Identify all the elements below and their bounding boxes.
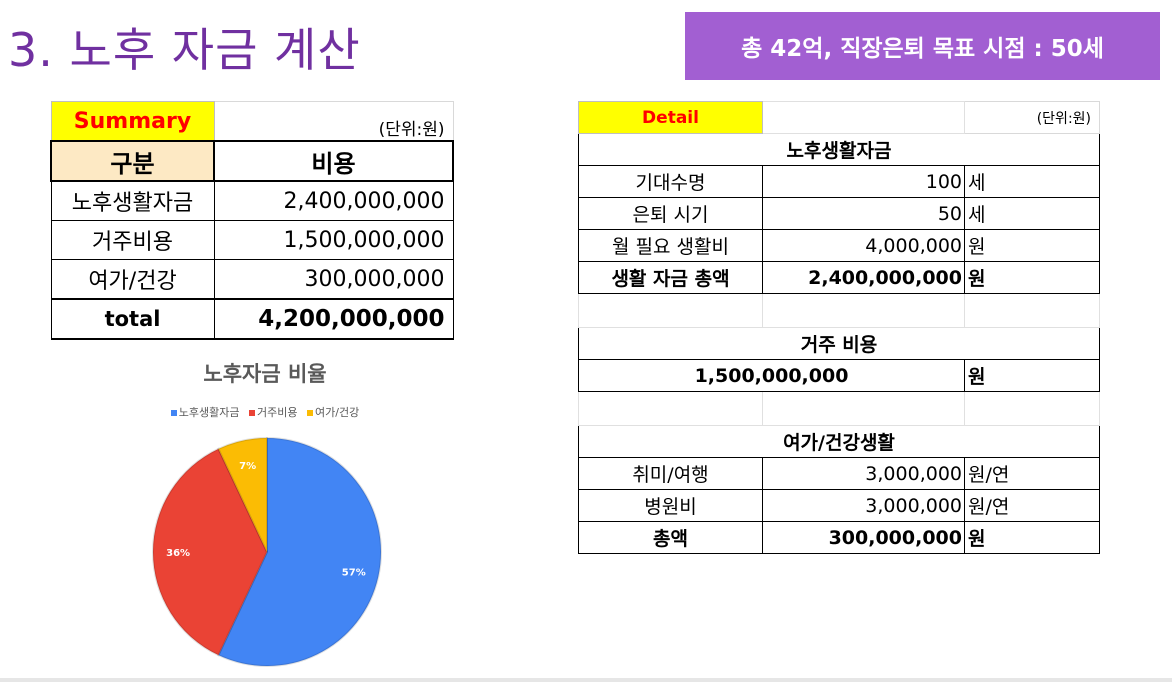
legend-item: 거주비용 <box>249 406 298 419</box>
row-value: 2,400,000,000 <box>213 180 454 221</box>
summary-col-cost: 비용 <box>213 140 454 182</box>
slice-living <box>217 436 382 667</box>
row-label: 생활 자금 총액 <box>578 261 763 294</box>
row-unit: 세 <box>964 197 1100 230</box>
row-unit: 원 <box>964 261 1100 294</box>
row-label: 거주비용 <box>50 220 215 260</box>
total-row: total 4,200,000,000 <box>50 298 454 340</box>
legend-label: 거주비용 <box>257 406 298 419</box>
slice-leisure <box>217 436 268 553</box>
row-label: 월 필요 생활비 <box>578 229 763 262</box>
table-row: 거주비용 1,500,000,000 <box>50 220 454 260</box>
detail-header: Detail <box>578 101 763 134</box>
row-value: 1,500,000,000 <box>213 220 454 260</box>
row-label: 병원비 <box>578 489 763 522</box>
summary-col-label: 구분 <box>50 140 215 182</box>
row-value: 3,000,000 <box>762 457 965 490</box>
slice-label: 36% <box>166 548 190 559</box>
row-value: 3,000,000 <box>762 489 965 522</box>
slice-label: 57% <box>342 567 366 578</box>
legend-swatch-2 <box>307 410 314 416</box>
table-row: 은퇴 시기 50 세 <box>578 197 1100 230</box>
table-row: 총액 300,000,000 원 <box>578 521 1100 554</box>
page-title: 3. 노후 자금 계산 <box>8 23 361 77</box>
table-row: 노후생활자금 2,400,000,000 <box>50 180 454 221</box>
legend-label: 노후생활자금 <box>178 406 240 419</box>
row-unit: 원/연 <box>964 489 1100 522</box>
row-label: 여가/건강 <box>50 259 215 300</box>
section-title-leisure: 여가/건강생활 <box>578 425 1100 458</box>
total-value: 4,200,000,000 <box>213 298 454 340</box>
row-label: 기대수명 <box>578 165 763 198</box>
legend-swatch-1 <box>249 410 256 416</box>
table-row: 기대수명 100 세 <box>578 165 1100 198</box>
chart-title: 노후자금 비율 <box>203 362 327 386</box>
slice-housing <box>152 447 269 657</box>
row-value: 50 <box>762 197 965 230</box>
row-value: 2,400,000,000 <box>762 261 965 294</box>
row-label: 노후생활자금 <box>50 180 215 221</box>
detail-table: Detail (단위:원) 노후생활자금 기대수명 100 세 은퇴 시기 50… <box>578 101 1100 554</box>
detail-unit: (단위:원) <box>964 101 1100 134</box>
table-row: 여가/건강 300,000,000 <box>50 259 454 300</box>
total-label: total <box>50 298 215 340</box>
bottom-divider <box>0 678 1172 682</box>
row-value: 100 <box>762 165 965 198</box>
housing-unit: 원 <box>964 359 1100 392</box>
table-row: 취미/여행 3,000,000 원/연 <box>578 457 1100 490</box>
slice-label: 7% <box>239 461 256 472</box>
legend-label: 여가/건강 <box>315 406 360 419</box>
row-unit: 원/연 <box>964 457 1100 490</box>
table-row: 병원비 3,000,000 원/연 <box>578 489 1100 522</box>
housing-value: 1,500,000,000 <box>578 359 965 392</box>
row-label: 총액 <box>578 521 763 554</box>
row-unit: 원 <box>964 229 1100 262</box>
goal-banner: 총 42억, 직장은퇴 목표 시점 : 50세 <box>685 12 1160 80</box>
legend-item: 노후생활자금 <box>170 406 240 419</box>
pie-chart: 57% 36% 7% <box>152 436 382 667</box>
legend-item: 여가/건강 <box>307 406 359 419</box>
row-label: 은퇴 시기 <box>578 197 763 230</box>
section-title-housing: 거주 비용 <box>578 327 1100 360</box>
summary-table: Summary (단위:원) 구분 비용 노후생활자금 2,400,000,00… <box>50 101 454 340</box>
row-unit: 세 <box>964 165 1100 198</box>
summary-unit: (단위:원) <box>214 101 454 142</box>
table-row: 생활 자금 총액 2,400,000,000 원 <box>578 261 1100 294</box>
table-row: 1,500,000,000 원 <box>578 359 1100 392</box>
section-title-living: 노후생활자금 <box>578 133 1100 166</box>
legend-swatch-0 <box>170 410 177 416</box>
row-value: 4,000,000 <box>762 229 965 262</box>
row-value: 300,000,000 <box>213 259 454 300</box>
summary-header: Summary <box>50 101 215 142</box>
row-label: 취미/여행 <box>578 457 763 490</box>
row-value: 300,000,000 <box>762 521 965 554</box>
chart-legend: 노후생활자금 거주비용 여가/건강 <box>0 404 530 420</box>
table-row: 월 필요 생활비 4,000,000 원 <box>578 229 1100 262</box>
row-unit: 원 <box>964 521 1100 554</box>
